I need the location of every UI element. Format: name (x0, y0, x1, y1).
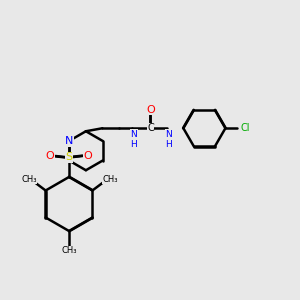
Text: CH₃: CH₃ (103, 175, 118, 184)
Text: N: N (65, 136, 73, 146)
Text: Cl: Cl (240, 123, 250, 133)
Text: CH₃: CH₃ (21, 175, 37, 184)
Text: N
H: N H (130, 130, 137, 149)
Text: S: S (65, 152, 73, 163)
Text: O: O (83, 151, 92, 161)
Text: C: C (147, 123, 154, 133)
Text: CH₃: CH₃ (61, 246, 77, 255)
Text: O: O (146, 105, 155, 115)
Text: N
H: N H (165, 130, 172, 149)
Text: O: O (46, 151, 55, 161)
